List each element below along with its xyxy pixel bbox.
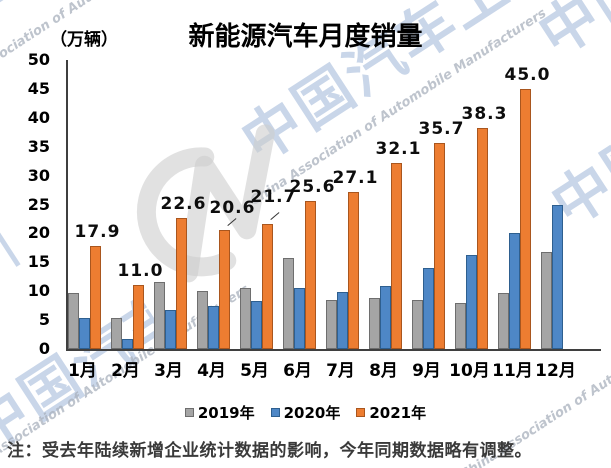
bar-2019年-5月 xyxy=(240,288,251,349)
footnote: 注：受去年陆续新增企业统计数据的影响，今年同期数据略有调整。 xyxy=(7,441,532,461)
y-tick-30: 30 xyxy=(27,165,50,185)
bar-2020年-1月 xyxy=(79,318,90,349)
value-label-6月: 25.6 xyxy=(289,177,336,198)
x-label-1月: 1月 xyxy=(68,361,97,381)
bar-2019年-10月 xyxy=(455,303,466,349)
bar-2021年-5月 xyxy=(262,223,273,349)
legend-item-2020年: 2020年 xyxy=(270,402,341,423)
bar-2019年-4月 xyxy=(197,291,208,349)
bar-2020年-4月 xyxy=(208,306,219,349)
bar-2021年-11月 xyxy=(520,88,531,349)
x-label-9月: 9月 xyxy=(412,361,441,381)
bar-2019年-3月 xyxy=(154,281,165,349)
bar-2020年-3月 xyxy=(165,310,176,349)
bar-2019年-12月 xyxy=(541,251,552,349)
legend-label-2019年: 2019年 xyxy=(197,404,255,422)
x-label-12月: 12月 xyxy=(535,361,576,381)
bar-2019年-2月 xyxy=(111,317,122,349)
bar-2019年-7月 xyxy=(326,299,337,349)
x-label-6月: 6月 xyxy=(283,361,312,381)
y-tick-20: 20 xyxy=(27,223,50,243)
bar-2019年-6月 xyxy=(283,258,294,349)
bar-2021年-2月 xyxy=(133,285,144,349)
value-label-3月: 22.6 xyxy=(160,194,207,215)
bar-2020年-11月 xyxy=(509,233,520,349)
x-label-4月: 4月 xyxy=(197,361,226,381)
label-leader-line-4月 xyxy=(227,218,237,226)
bar-2019年-9月 xyxy=(412,300,423,349)
bar-2020年-7月 xyxy=(337,291,348,349)
legend-swatch-2019年 xyxy=(184,408,194,417)
x-label-3月: 3月 xyxy=(154,361,183,381)
legend-item-2021年: 2021年 xyxy=(356,402,426,423)
bar-2020年-9月 xyxy=(423,267,434,349)
bar-2019年-1月 xyxy=(68,292,79,349)
bar-2021年-8月 xyxy=(391,163,402,349)
value-label-7月: 27.1 xyxy=(332,168,379,189)
y-tick-15: 15 xyxy=(27,252,50,272)
y-tick-0: 0 xyxy=(38,339,50,358)
bar-2019年-8月 xyxy=(369,298,380,349)
bar-2020年-12月 xyxy=(552,205,563,349)
y-tick-5: 5 xyxy=(38,310,50,330)
plot-area: 17.9 11.0 22.6 20.6 21.7 25.6 27.1 32.1 35.7 38.3… xyxy=(66,60,601,351)
bar-2020年-2月 xyxy=(122,338,133,349)
y-tick-40: 40 xyxy=(27,107,50,127)
bar-2020年-5月 xyxy=(251,301,262,349)
value-label-2月: 11.0 xyxy=(117,261,164,282)
x-label-10月: 10月 xyxy=(449,361,490,381)
legend-swatch-2021年 xyxy=(356,408,366,417)
value-label-10月: 38.3 xyxy=(461,103,508,124)
bar-2021年-6月 xyxy=(305,201,316,349)
value-label-1月: 17.9 xyxy=(74,221,121,242)
y-tick-45: 45 xyxy=(27,78,50,98)
bar-2020年-10月 xyxy=(466,255,477,349)
legend-label-2020年: 2020年 xyxy=(283,404,341,422)
bar-2020年-6月 xyxy=(294,288,305,349)
chart-title: 新能源汽车月度销量 xyxy=(188,22,423,52)
value-label-8月: 32.1 xyxy=(375,139,422,160)
x-label-5月: 5月 xyxy=(240,361,269,381)
legend-item-2019年: 2019年 xyxy=(184,402,255,423)
value-label-9月: 35.7 xyxy=(418,118,465,139)
bar-2021年-4月 xyxy=(219,229,230,349)
label-leader-line-5月 xyxy=(270,211,280,220)
bar-2021年-1月 xyxy=(90,245,101,349)
bar-2021年-9月 xyxy=(434,142,445,349)
x-label-8月: 8月 xyxy=(369,361,398,381)
bar-2021年-7月 xyxy=(348,192,359,349)
x-label-7月: 7月 xyxy=(326,361,355,381)
legend-swatch-2020年 xyxy=(270,408,280,417)
legend-label-2021年: 2021年 xyxy=(369,404,427,422)
y-tick-35: 35 xyxy=(27,136,50,156)
value-label-11月: 45.0 xyxy=(504,64,551,85)
x-label-2月: 2月 xyxy=(111,361,140,381)
y-tick-10: 10 xyxy=(27,281,50,301)
bar-2021年-10月 xyxy=(477,127,488,349)
bar-2019年-11月 xyxy=(498,292,509,349)
chart-legend: 2019年 2020年 2021年 xyxy=(0,402,611,423)
bar-2020年-8月 xyxy=(380,286,391,349)
y-tick-50: 50 xyxy=(27,50,50,69)
bar-2021年-3月 xyxy=(176,218,187,349)
y-axis-unit-label: （万辆） xyxy=(50,30,118,50)
x-label-11月: 11月 xyxy=(492,361,533,381)
y-tick-25: 25 xyxy=(27,194,50,214)
